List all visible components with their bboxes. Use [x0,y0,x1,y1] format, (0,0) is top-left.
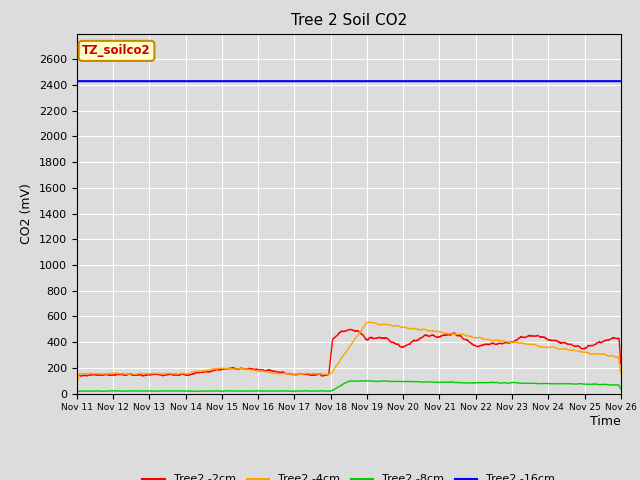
Title: Tree 2 Soil CO2: Tree 2 Soil CO2 [291,13,407,28]
Y-axis label: CO2 (mV): CO2 (mV) [20,183,33,244]
Legend: Tree2 -2cm, Tree2 -4cm, Tree2 -8cm, Tree2 -16cm: Tree2 -2cm, Tree2 -4cm, Tree2 -8cm, Tree… [138,470,559,480]
X-axis label: Time: Time [590,415,621,428]
Text: TZ_soilco2: TZ_soilco2 [82,44,151,58]
